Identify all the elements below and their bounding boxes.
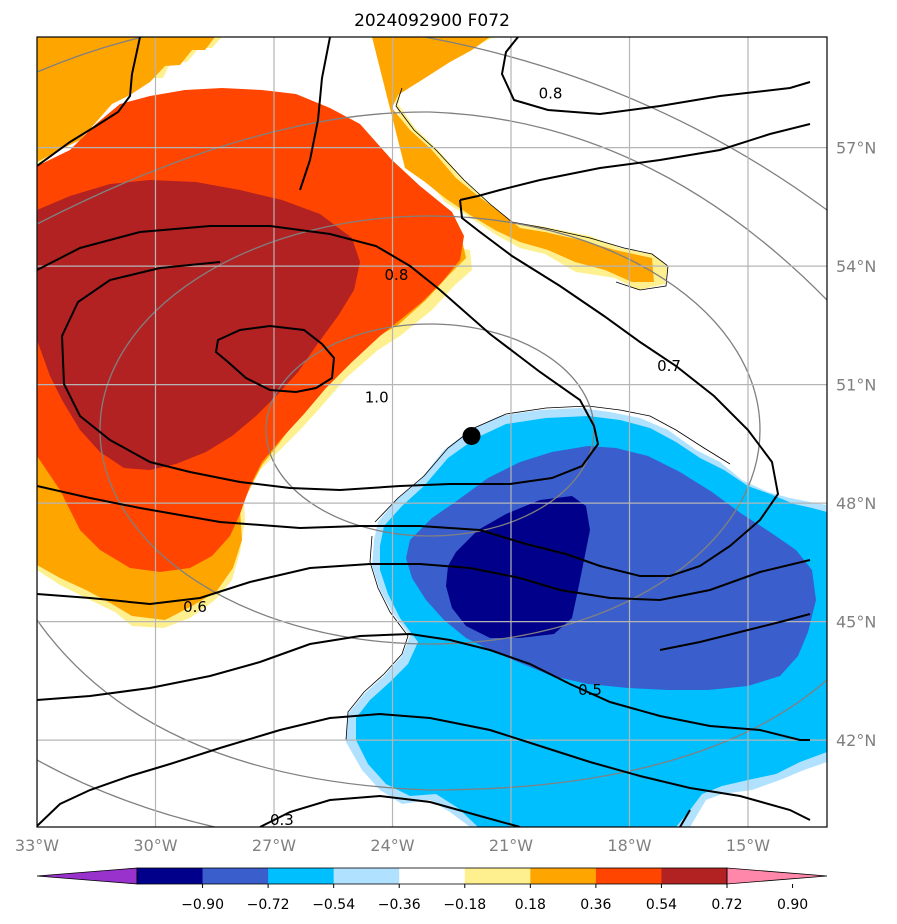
longitude-tick-labels: 33°W 30°W 27°W 24°W 21°W 18°W 15°W [15,836,770,855]
lat-tick-label: 45°N [836,613,876,632]
colorbar-tick-label: −0.18 [443,897,486,913]
colorbar-tick-label: −0.72 [247,897,290,913]
colorbar-tick-label: 0.18 [515,897,546,913]
contour-0.3 [259,794,521,827]
colorbar-bin [464,868,531,884]
colorbar-tick-label: 0.36 [580,897,611,913]
colorbar-extend-low [36,867,138,885]
colorbar-bin [202,868,269,884]
contour-label: 0.5 [578,681,602,699]
contour-0.7-b [37,199,780,577]
contour-label-text: 0.8 [539,84,563,102]
contour-0.9-top [37,37,141,167]
colorbar-bin [268,868,335,884]
lon-tick-label: 21°W [489,836,533,855]
colorbar-bin [137,868,204,884]
colorbar-bin [595,868,662,884]
contour-label-text: 0.8 [385,266,409,284]
colorbar-bin [530,868,597,884]
contour-0.7 [299,37,811,201]
colorbar-bin [399,868,466,884]
contour-0.4 [37,712,811,827]
map-area: 0.8 0.8 0.7 1.0 0.6 0.5 0.3 [37,37,827,829]
contour-label-text: 1.0 [365,388,389,406]
contour-label: 0.3 [270,811,294,829]
chart-title: 2024092900 F072 [354,11,510,31]
lat-tick-label: 54°N [836,257,876,276]
gridlines [37,37,827,827]
contour-label: 0.8 [385,266,409,284]
contour-0.4-right [679,809,691,827]
contour-0.6 [37,559,811,606]
colorbar-tick-label: 0.54 [646,897,677,913]
lon-tick-label: 24°W [370,836,414,855]
contour-label: 0.6 [183,598,207,616]
contour-label: 1.0 [365,388,389,406]
lat-tick-label: 42°N [836,731,876,750]
lon-tick-label: 27°W [252,836,296,855]
location-marker [462,426,481,445]
field-0.72-0.90 [37,180,360,470]
colorbar-tick-label: 0.72 [711,897,742,913]
contour-label-text: 0.7 [657,357,681,375]
contour-1.0 [214,324,336,394]
colorbar: −0.90 −0.72 −0.54 −0.36 −0.18 0.18 0.36 0.54 0.7… [36,867,828,913]
colorbar-frame [136,867,728,885]
contour-lines [37,37,811,827]
colorbar-bin [661,868,728,884]
contour-label: 0.8 [539,84,563,102]
lon-tick-label: 18°W [607,836,651,855]
contour-0.5-b [659,613,811,651]
contour-0.8-main [37,225,600,492]
contour-label: 0.7 [657,357,681,375]
colorbar-bin [333,868,400,884]
contour-0.8-top [500,37,811,116]
lat-tick-label: 51°N [836,376,876,395]
contour-label-text: 0.3 [270,811,294,829]
lon-tick-label: 30°W [133,836,177,855]
latitude-tick-labels: 57°N 54°N 51°N 48°N 45°N 42°N [836,139,876,750]
contour-label-text: 0.5 [578,681,602,699]
lat-tick-label: 57°N [836,139,876,158]
lon-tick-label: 33°W [15,836,59,855]
map-frame [36,36,828,828]
colorbar-tick-label: 0.90 [777,897,808,913]
lat-tick-label: 48°N [836,494,876,513]
lon-tick-label: 15°W [726,836,770,855]
colorbar-tick-label: −0.90 [181,897,224,913]
contour-labels: 0.8 0.8 0.7 1.0 0.6 0.5 0.3 [183,84,681,829]
field-outline [345,87,731,741]
contour-0.5 [37,632,810,741]
colorbar-extend-high [726,867,828,885]
colorbar-tick-label: −0.36 [378,897,421,913]
contour-label-text: 0.6 [183,598,207,616]
colorbar-tick-label: −0.54 [312,897,355,913]
